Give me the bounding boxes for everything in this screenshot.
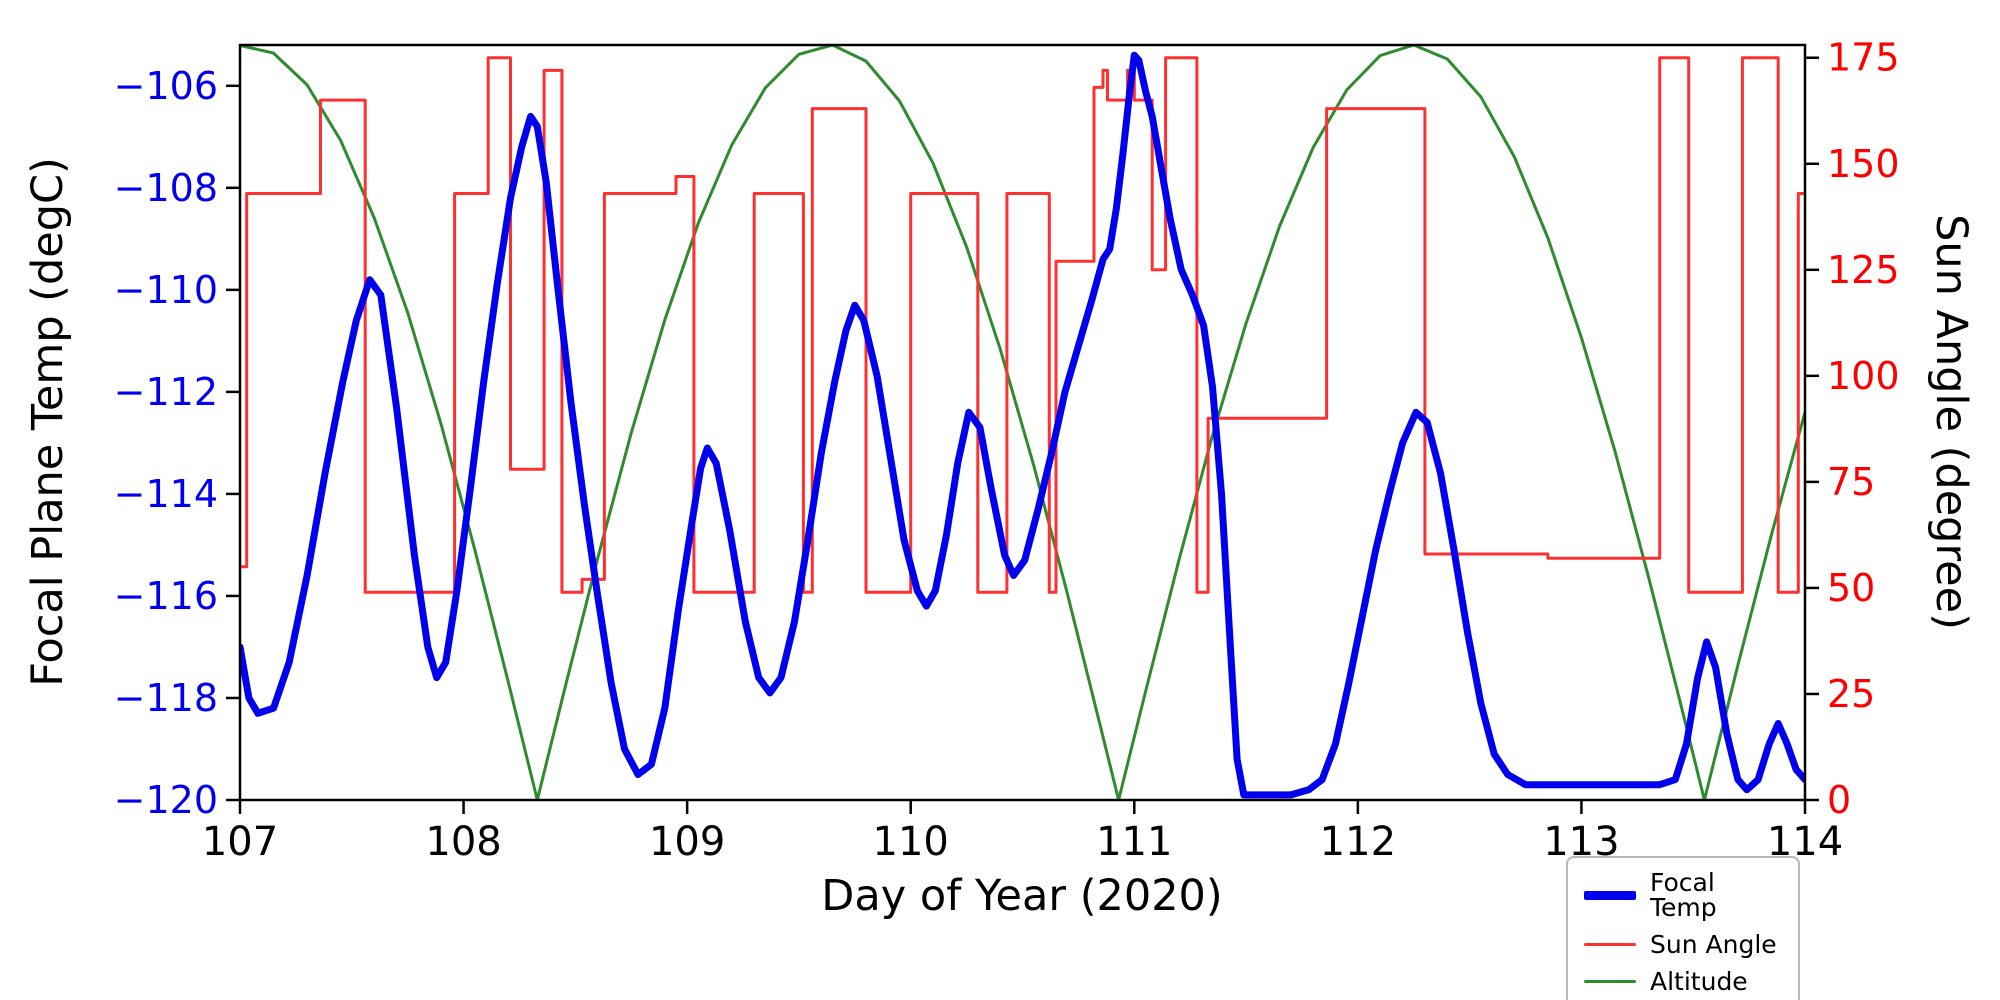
y-left-tick-label: −110 [114,268,218,312]
series-altitude [240,45,1805,800]
y-right-tick-label: 25 [1827,672,1875,716]
x-tick-label: 108 [425,819,501,865]
y-left-tick-label: −116 [114,574,218,618]
legend-item-sun-angle: Sun Angle [1584,932,1782,957]
legend-item-focal-temp: Focal Temp [1584,870,1782,920]
x-tick-label: 112 [1320,819,1396,865]
y-axis-label-left: Focal Plane Temp (degC) [23,157,73,687]
y-right-tick-label: 100 [1827,354,1900,398]
y-axis-label-right: Sun Angle (degree) [1926,214,1976,630]
legend-item-altitude: Altitude [1584,969,1782,994]
legend-label-altitude: Altitude [1650,967,1748,996]
x-tick-label: 107 [202,819,278,865]
legend-line-sample-altitude [1584,979,1636,984]
x-tick-label: 110 [873,819,949,865]
y-left-tick-label: −108 [114,166,218,210]
series-group [240,45,1805,800]
x-tick-label: 109 [649,819,725,865]
legend-line-sample-focal-temp [1584,890,1636,900]
legend-line-sample-sun-angle [1584,942,1636,947]
y-left-tick-label: −106 [114,64,218,108]
y-right-tick-label: 125 [1827,248,1900,292]
x-axis-label: Day of Year (2020) [821,871,1223,921]
series-sun-angle [240,56,1805,594]
y-right-tick-label: 75 [1827,460,1875,504]
x-tick-label: 111 [1096,819,1172,865]
series-focal-temp [240,51,1805,799]
y-left-tick-label: −114 [114,472,218,516]
y-left-tick-label: −112 [114,370,218,414]
y-left-tick-label: −120 [114,778,218,822]
legend-label-sun-angle: Sun Angle [1650,930,1777,959]
y-right-tick-label: 50 [1827,566,1875,610]
y-left-tick-label: −118 [114,676,218,720]
legend-label-focal-temp: Focal Temp [1650,868,1717,922]
y-right-tick-label: 0 [1827,778,1851,822]
y-right-tick-label: 150 [1827,142,1900,186]
legend: Focal Temp Sun Angle Altitude [1566,856,1800,1000]
y-right-tick-label: 175 [1827,36,1900,80]
plot-border [238,43,1807,802]
